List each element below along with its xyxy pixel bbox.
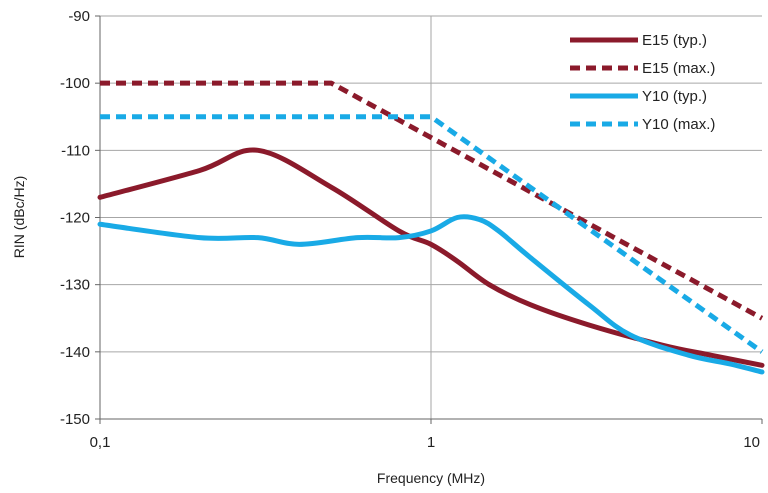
series-line-2 (97, 214, 765, 375)
x-tick-label-1: 1 (427, 434, 435, 451)
legend: E15 (typ.) E15 (max.) Y10 (typ.) Y10 (max.) (570, 32, 715, 133)
y-tick-label-2: -110 (61, 142, 90, 159)
y-tick-label-1: -100 (60, 75, 90, 92)
series-line-3 (100, 114, 764, 354)
y-tick-labels: -90 -100 -110 -120 -130 -140 -150 (60, 8, 100, 428)
x-tick-label-2: 10 (743, 434, 760, 451)
x-axis-label: Frequency (MHz) (377, 470, 485, 486)
legend-label-1: E15 (max.) (642, 60, 715, 77)
x-tick-labels: 0,1 1 10 (90, 419, 763, 451)
grid-lines (100, 15, 762, 419)
series-line-1 (100, 80, 764, 321)
y-tick-label-5: -140 (60, 344, 90, 361)
legend-label-0: E15 (typ.) (642, 32, 707, 49)
y-tick-label-4: -130 (60, 277, 90, 294)
y-axis-label: RIN (dBc/Hz) (11, 176, 27, 258)
legend-label-2: Y10 (typ.) (642, 88, 707, 105)
y-tick-label-3: -120 (60, 210, 90, 227)
y-tick-label-6: -150 (60, 411, 90, 428)
legend-label-3: Y10 (max.) (642, 116, 715, 133)
y-tick-label-0: -90 (68, 8, 90, 25)
x-tick-label-0: 0,1 (90, 434, 111, 451)
series-lines (97, 80, 765, 375)
